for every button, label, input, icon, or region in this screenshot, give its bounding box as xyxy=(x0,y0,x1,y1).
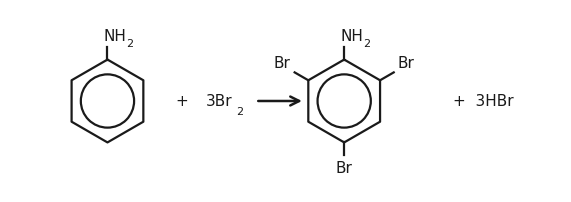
Text: 2: 2 xyxy=(363,39,370,48)
Text: NH: NH xyxy=(103,29,126,44)
Text: Br: Br xyxy=(397,56,415,71)
Text: NH: NH xyxy=(340,29,363,44)
Text: 2: 2 xyxy=(126,39,134,48)
Text: +  3HBr: + 3HBr xyxy=(453,94,513,109)
Text: +: + xyxy=(175,94,188,109)
Text: 2: 2 xyxy=(236,106,243,116)
Text: 3Br: 3Br xyxy=(206,94,233,109)
Text: Br: Br xyxy=(274,56,291,71)
Text: Br: Br xyxy=(336,160,353,175)
